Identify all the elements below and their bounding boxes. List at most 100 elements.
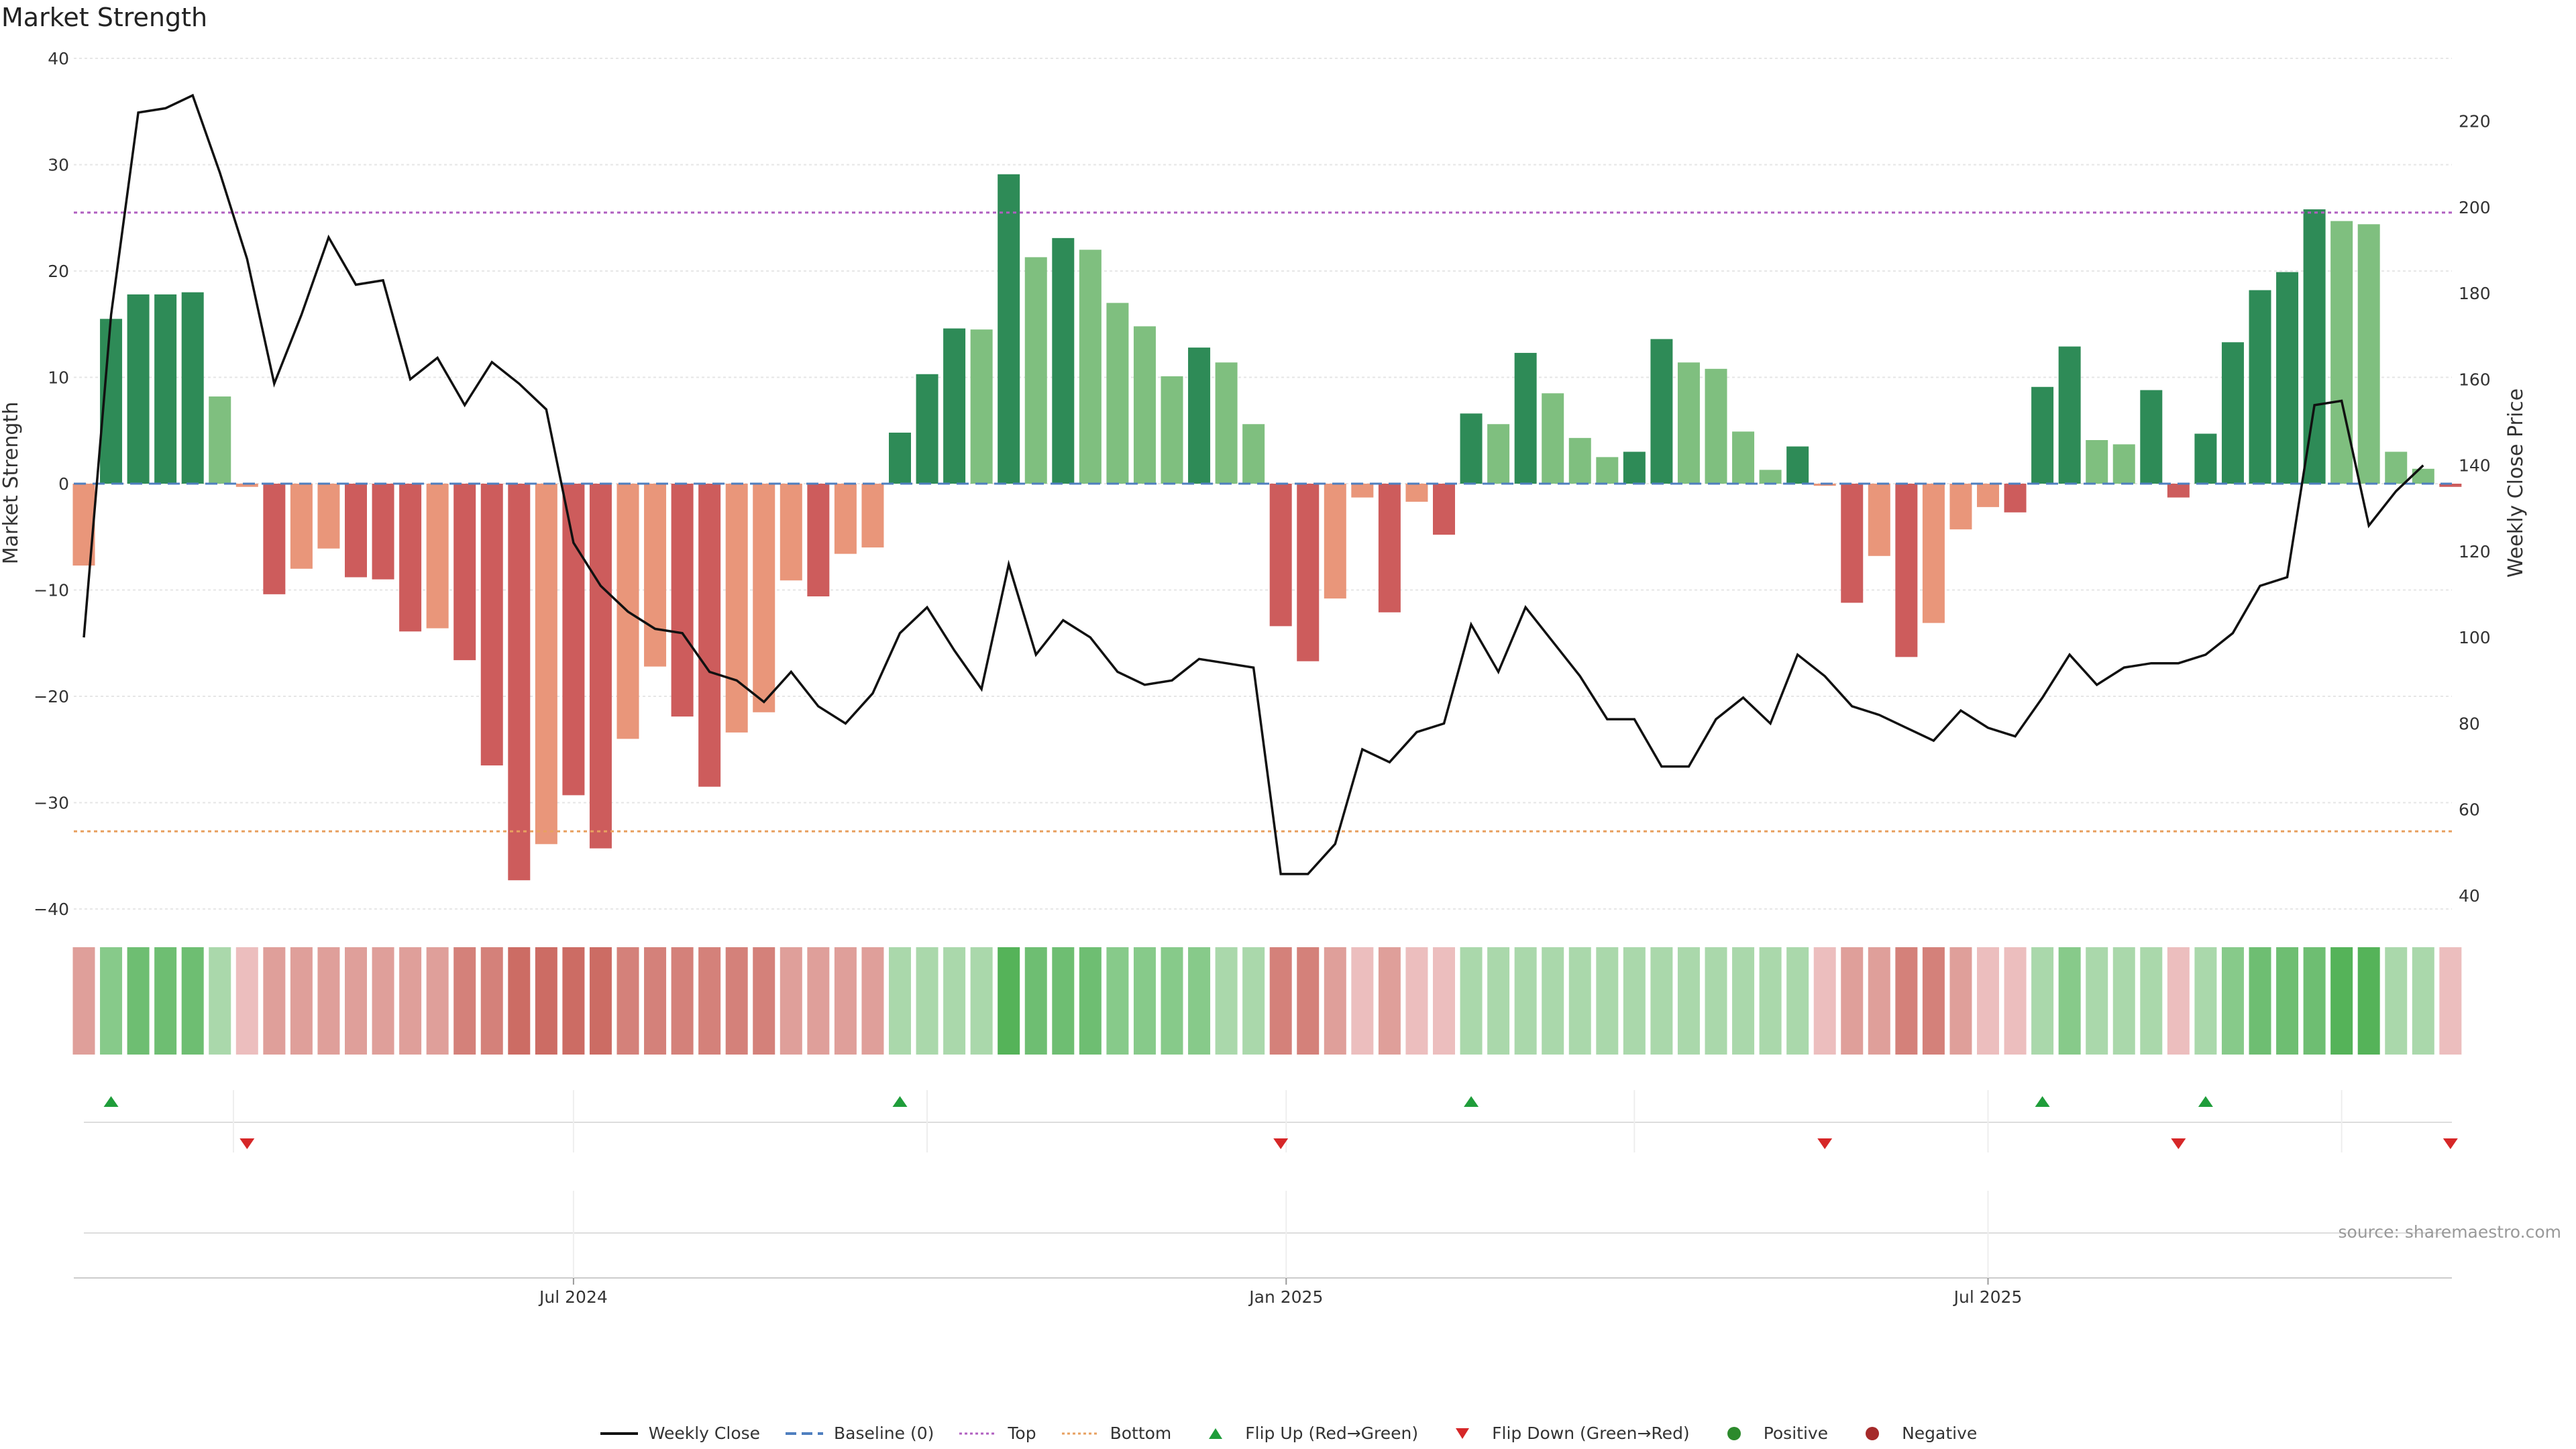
heat-cell <box>725 947 748 1055</box>
heat-cell <box>1949 947 1972 1055</box>
y2-tick-label: 100 <box>2459 628 2491 647</box>
strength-bar <box>861 484 884 548</box>
strength-bar <box>1813 484 1836 486</box>
heat-cell <box>970 947 993 1055</box>
y-tick-label: 20 <box>48 262 69 281</box>
strength-bar <box>2058 346 2081 484</box>
strength-bar <box>834 484 857 554</box>
heat-cell <box>100 947 123 1055</box>
strength-bars <box>72 174 2462 881</box>
chart-title: Market Strength <box>1 3 208 32</box>
heat-cell <box>2357 947 2380 1055</box>
strength-bar <box>725 484 748 733</box>
heat-cell <box>72 947 95 1055</box>
flip-timeline <box>74 1090 2458 1279</box>
heat-cell <box>1677 947 1700 1055</box>
strength-bar <box>970 329 993 484</box>
strength-bar <box>1024 257 1047 484</box>
legend-item-top: Top <box>958 1424 1036 1443</box>
strength-bar <box>1378 484 1401 612</box>
weekly-close-line <box>83 93 2424 875</box>
y-tick-label: 10 <box>48 368 69 388</box>
strength-bar <box>453 484 476 661</box>
strength-bar <box>1052 237 1075 484</box>
heat-cell <box>861 947 884 1055</box>
y2-tick-label: 220 <box>2459 112 2491 131</box>
heat-cell <box>1623 947 1646 1055</box>
strength-bar <box>2439 484 2462 487</box>
heat-cell <box>399 947 422 1055</box>
strength-bar <box>644 484 667 667</box>
heat-cell <box>345 947 367 1055</box>
heat-cell <box>2112 947 2135 1055</box>
heat-cell <box>235 947 258 1055</box>
strength-bar <box>2086 440 2108 484</box>
heat-cell <box>834 947 857 1055</box>
strength-bar <box>2385 451 2408 484</box>
strength-bar <box>235 484 258 487</box>
source-credit: source: sharemaestro.com <box>2338 1222 2562 1242</box>
strength-bar <box>372 484 394 580</box>
strength-bar <box>2330 221 2353 484</box>
strength-bar <box>2249 290 2271 484</box>
legend-label: Baseline (0) <box>834 1424 934 1443</box>
reference-lines <box>74 211 2452 833</box>
strength-bar <box>1841 484 1864 603</box>
baseline-swatch-icon <box>786 1432 824 1435</box>
heat-cell <box>127 947 150 1055</box>
strength-bar <box>943 328 966 484</box>
heat-cell <box>1460 947 1483 1055</box>
heat-cell <box>2004 947 2027 1055</box>
x-tick-label: Jul 2025 <box>1953 1287 2023 1307</box>
strength-bar <box>1079 250 1102 484</box>
strength-bar <box>1487 424 1510 484</box>
strength-bar <box>2004 484 2027 513</box>
strength-bar <box>317 484 340 549</box>
strength-bar <box>535 484 557 845</box>
heat-cell <box>480 947 503 1055</box>
heat-cell <box>2330 947 2353 1055</box>
strength-bar <box>1133 326 1156 484</box>
y-axis-title: Market Strength <box>0 402 23 564</box>
strength-bar <box>1596 457 1619 484</box>
y-tick-label: −20 <box>34 687 69 706</box>
heat-cell <box>2167 947 2190 1055</box>
y2-tick-label: 80 <box>2459 714 2480 733</box>
heat-cell <box>780 947 802 1055</box>
flip-down-marker <box>1273 1138 1289 1149</box>
legend-item-flip-up: Flip Up (Red→Green) <box>1195 1424 1418 1443</box>
y2-tick-label: 60 <box>2459 800 2480 820</box>
legend-item-negative-dot: Negative <box>1852 1424 1977 1443</box>
heat-cell <box>1161 947 1183 1055</box>
strength-bar <box>1460 413 1483 484</box>
legend-label: Bottom <box>1110 1424 1172 1443</box>
strength-bar <box>426 484 449 629</box>
heat-cell <box>1405 947 1428 1055</box>
heat-cell <box>2058 947 2081 1055</box>
heat-cell <box>2140 947 2163 1055</box>
strength-bar <box>1677 362 1700 484</box>
heat-cell <box>562 947 585 1055</box>
strength-bar <box>2221 342 2244 484</box>
strength-bar <box>807 484 830 597</box>
heat-cell <box>698 947 721 1055</box>
y2-tick-label: 120 <box>2459 542 2491 561</box>
heat-cell <box>1977 947 1999 1055</box>
heat-cell <box>317 947 340 1055</box>
strength-bar <box>480 484 503 766</box>
strength-bar <box>1922 484 1945 623</box>
legend-item-baseline: Baseline (0) <box>784 1424 934 1443</box>
strength-bar <box>1324 484 1346 599</box>
strength-bar <box>2194 433 2217 484</box>
heat-cell <box>2221 947 2244 1055</box>
heat-cell <box>998 947 1020 1055</box>
heat-cell <box>181 947 204 1055</box>
flip-up-marker <box>2035 1096 2050 1107</box>
strength-bar <box>2276 272 2299 484</box>
strength-bar <box>1568 437 1591 484</box>
heat-cell <box>2194 947 2217 1055</box>
legend: Weekly Close Baseline (0) Top Bottom Flip Up… <box>0 1424 2576 1443</box>
flip-up-marker <box>892 1096 908 1107</box>
heat-cell <box>1895 947 1918 1055</box>
heat-cell <box>1542 947 1564 1055</box>
